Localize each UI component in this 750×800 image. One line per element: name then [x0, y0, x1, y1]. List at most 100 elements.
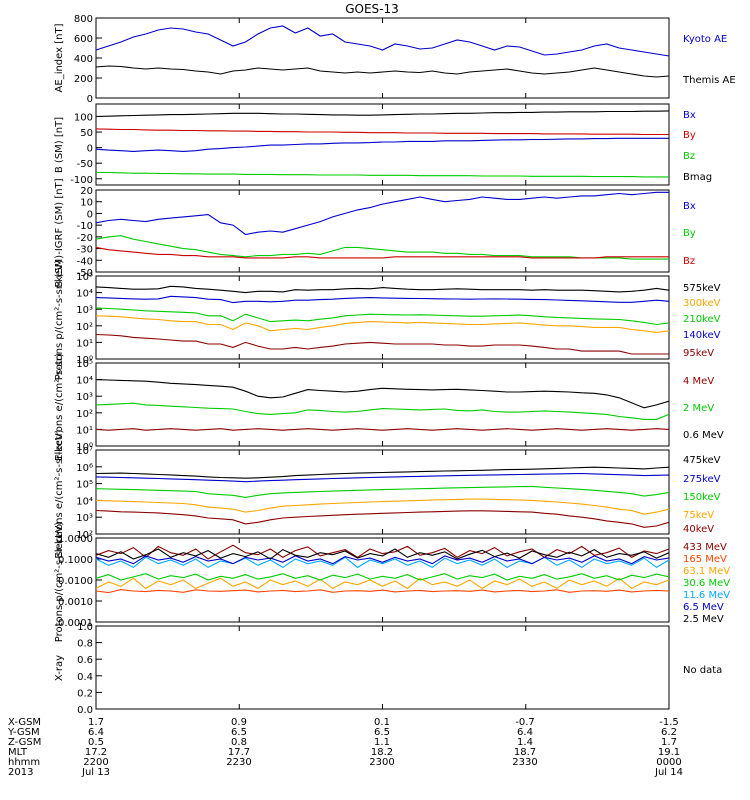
- y-tick-label: -30: [77, 245, 93, 256]
- series-line: [96, 171, 669, 178]
- panel-0: 0 200 400 600 800 AE_index [nT] Kyoto AE Themis…: [54, 14, 736, 105]
- footer-cell: 2230: [226, 757, 251, 768]
- y-tick-label: 10⁶: [76, 463, 93, 474]
- y-tick-label: 10⁵: [76, 359, 93, 370]
- series-line: [95, 295, 670, 304]
- footer-row-label: MLT: [8, 747, 28, 758]
- series-line: [95, 556, 670, 569]
- y-tick-label: 10⁰: [76, 355, 93, 366]
- legend-entry: 150keV: [683, 492, 721, 503]
- footer-cell: 1.4: [517, 737, 533, 748]
- y-axis-label: B (SM) [nT]: [54, 117, 65, 173]
- series-line: [95, 65, 670, 78]
- y-tick-label: 10⁴: [76, 496, 93, 507]
- footer-cell: 1.1: [374, 737, 390, 748]
- y-tick-label: 0.0100: [58, 576, 93, 587]
- footer-row-label: Z-GSM: [8, 737, 41, 748]
- y-axis-label: Electrons e/(cm²-s-sr-keV): [54, 429, 65, 558]
- y-tick-label: 10⁴: [76, 376, 93, 387]
- legend-entry: By: [683, 228, 696, 239]
- series-line: [95, 509, 670, 528]
- figure-title: GOES-13: [345, 2, 399, 16]
- panel-frame: [95, 449, 670, 535]
- legend-entry: 11.6 MeV: [683, 590, 730, 601]
- footer-cell: 2330: [512, 757, 537, 768]
- y-axis-label: B (SM)-IGRF (SM) [nT]: [54, 178, 65, 287]
- y-tick-label: 10²: [76, 322, 93, 333]
- panel-frame: [95, 189, 670, 273]
- y-tick-label: 800: [74, 14, 93, 25]
- y-tick-label: 1.0: [77, 622, 93, 633]
- footer-cell: 0.5: [88, 737, 104, 748]
- series-line: [95, 577, 670, 590]
- legend-entry: 300keV: [683, 298, 721, 309]
- y-tick-label: -40: [77, 256, 93, 267]
- legend-entry: 95keV: [683, 348, 714, 359]
- legend-entry: Bx: [683, 201, 696, 212]
- footer-cell: 19.1: [658, 747, 680, 758]
- series-line: [95, 472, 670, 483]
- footer-row-label: 2013: [8, 767, 33, 778]
- series-line: [95, 285, 670, 294]
- y-axis-label: Electrons e/(cm²-s-sr): [54, 353, 65, 461]
- y-tick-label: 1.0000: [58, 534, 93, 545]
- footer-cell: 0000: [656, 757, 681, 768]
- no-data-note: No data: [683, 665, 722, 676]
- series-line: [95, 246, 669, 259]
- series-line: [95, 235, 669, 260]
- panel-5: 10² 10³ 10⁴ 10⁵ 10⁶ 10⁷ Electrons e/(cm²-s-sr-…: [54, 429, 721, 558]
- y-axis-label: AE_index [nT]: [54, 23, 65, 92]
- legend-entry: 165 MeV: [683, 554, 727, 565]
- series-line: [95, 555, 670, 565]
- y-tick-label: 0.6: [77, 655, 93, 666]
- series-line: [95, 589, 670, 594]
- legend-entry: Kyoto AE: [683, 34, 727, 45]
- y-tick-label: 10³: [76, 305, 93, 316]
- panel-3: 10⁰ 10¹ 10² 10³ 10⁴ 10⁵ Protons p/(cm²-s-sr-ke…: [54, 260, 721, 381]
- footer-cell: 1.7: [88, 717, 104, 728]
- y-tick-label: -50: [77, 268, 93, 279]
- legend-entry: 6.5 MeV: [683, 602, 724, 613]
- y-tick-label: 100: [74, 112, 93, 123]
- series-line: [95, 379, 670, 409]
- footer-cell: 1.7: [661, 737, 677, 748]
- legend-entry: 2 MeV: [683, 403, 714, 414]
- footer-cell: 6.4: [517, 727, 533, 738]
- y-tick-label: -50: [77, 159, 93, 170]
- y-tick-label: 10: [80, 198, 93, 209]
- legend-entry: Bx: [683, 110, 696, 121]
- y-axis-label: X-ray: [54, 655, 65, 681]
- legend-entry: 433 MeV: [683, 542, 727, 553]
- panel-7: 0.0 0.2 0.4 0.6 0.8 1.0 X-ray No data: [54, 622, 722, 716]
- footer-row-label: X-GSM: [8, 717, 41, 728]
- footer-cell: 6.2: [661, 727, 677, 738]
- footer-row-label: Y-GSM: [7, 727, 40, 738]
- footer-row-label: hhmm: [8, 757, 40, 768]
- legend-entry: 575keV: [683, 283, 721, 294]
- panel-frame: [95, 103, 670, 186]
- panel-frame: [95, 17, 670, 99]
- series-line: [95, 548, 670, 560]
- legend-entry: 75keV: [683, 510, 714, 521]
- series-line: [95, 573, 670, 581]
- legend-entry: 4 MeV: [683, 376, 714, 387]
- y-tick-label: 10⁴: [76, 289, 93, 300]
- y-tick-label: 0.4: [77, 672, 93, 683]
- footer-cell: 17.7: [228, 747, 250, 758]
- y-tick-label: 10²: [76, 409, 93, 420]
- legend-entry: 475keV: [683, 455, 721, 466]
- legend-entry: By: [683, 130, 696, 141]
- footer-cell: 6.5: [374, 727, 390, 738]
- legend-entry: 140keV: [683, 330, 721, 341]
- legend-entry: Themis AE: [682, 75, 736, 86]
- footer-cell: 6.4: [88, 727, 104, 738]
- y-tick-label: 10⁷: [76, 446, 93, 457]
- footer-cell: 2200: [83, 757, 108, 768]
- legend-entry: 40keV: [683, 524, 714, 535]
- series-line: [95, 128, 669, 136]
- series-line: [95, 428, 670, 431]
